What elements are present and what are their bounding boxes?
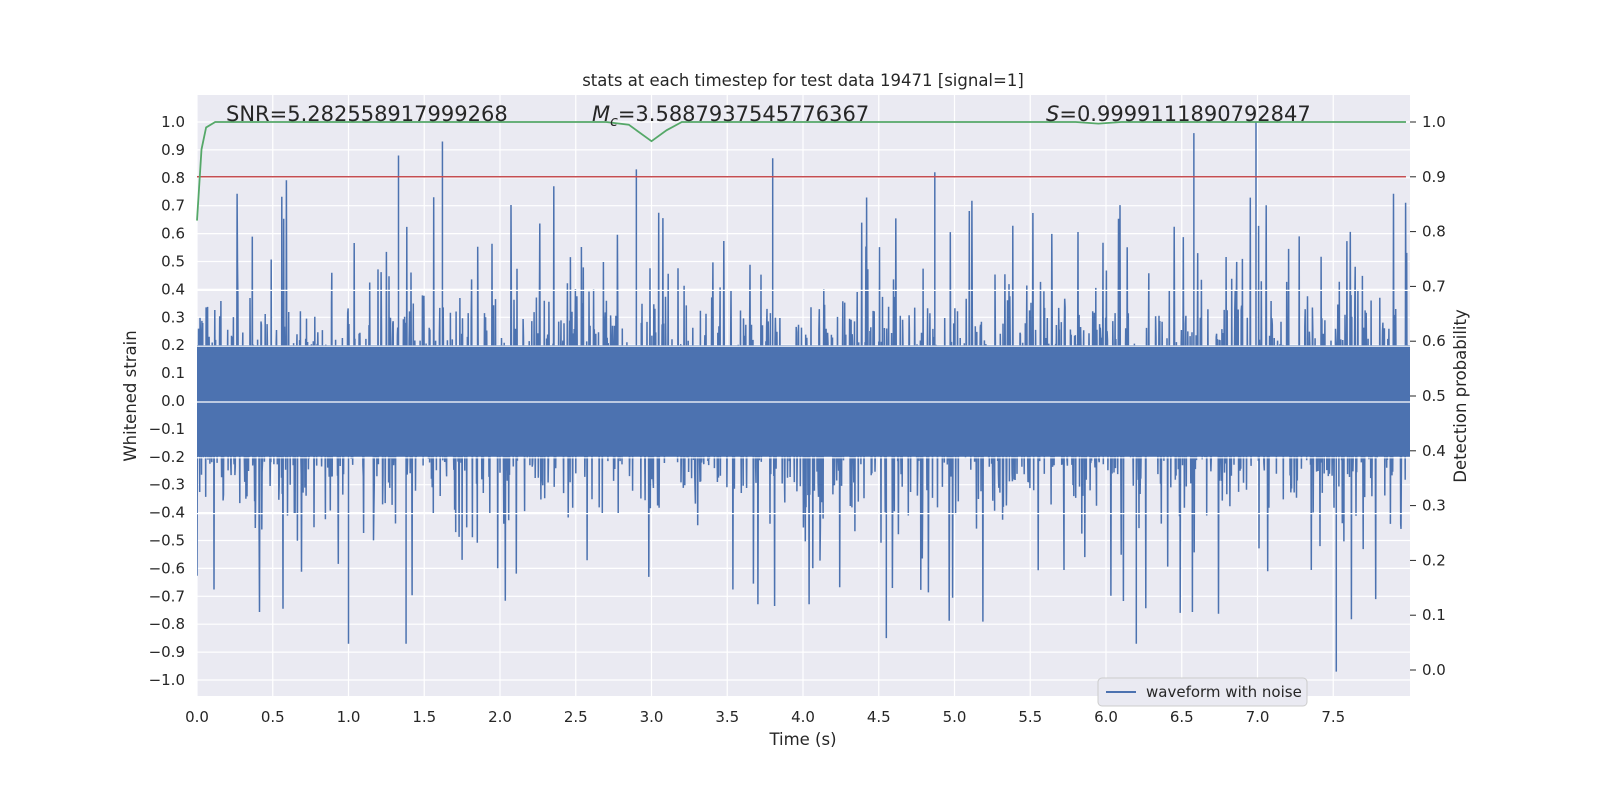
y2-axis-label: Detection probability — [1451, 309, 1470, 483]
y-tick-label: 0.3 — [161, 308, 185, 326]
x-tick-label: 2.0 — [488, 708, 512, 726]
y-tick-label: 0.4 — [161, 280, 185, 298]
y2-tick-label: 0.5 — [1422, 387, 1446, 405]
y-tick-label: −1.0 — [149, 671, 185, 689]
y-tick-label: 0.9 — [161, 141, 185, 159]
y2-tick-label: 0.4 — [1422, 442, 1446, 460]
chirp-mass-annotation: Mc=3.5887937545776367 — [592, 102, 869, 130]
x-tick-label: 0.5 — [261, 708, 285, 726]
y-tick-label: −0.5 — [149, 532, 185, 550]
legend: waveform with noise — [1097, 677, 1308, 707]
x-tick-label: 6.0 — [1094, 708, 1118, 726]
y2-tick-label: 0.7 — [1422, 277, 1446, 295]
x-tick-label: 1.0 — [337, 708, 361, 726]
y2-tick-label: 0.6 — [1422, 332, 1446, 350]
x-tick-label: 2.5 — [564, 708, 588, 726]
chart-title: stats at each timestep for test data 194… — [582, 71, 1024, 90]
legend-box — [1097, 677, 1308, 707]
snr-annotation: SNR=5.282558917999268 — [226, 102, 508, 126]
y2-tick-label: 0.8 — [1422, 223, 1446, 241]
mc-value: =3.5887937545776367 — [618, 102, 869, 126]
y2-tick-label: 0.0 — [1422, 661, 1446, 679]
x-tick-label: 5.5 — [1018, 708, 1042, 726]
y-tick-label: 0.2 — [161, 336, 185, 354]
y2-tick-label: 0.1 — [1422, 606, 1446, 624]
y-tick-label: 1.0 — [161, 113, 185, 131]
s-annotation: S=0.9999111890792847 — [1046, 102, 1311, 126]
s-symbol: S — [1046, 102, 1059, 126]
x-tick-label: 3.0 — [640, 708, 664, 726]
y-tick-label: −0.6 — [149, 559, 185, 577]
y-tick-label: −0.7 — [149, 587, 185, 605]
y-tick-label: 0.6 — [161, 225, 185, 243]
x-tick-label: 4.0 — [791, 708, 815, 726]
y2-tick-label: 0.3 — [1422, 497, 1446, 515]
y-tick-label: −0.3 — [149, 476, 185, 494]
y-tick-label: −0.2 — [149, 448, 185, 466]
probability-path — [196, 121, 1406, 221]
y-tick-label: 0.7 — [161, 197, 185, 215]
y-tick-label: 0.8 — [161, 169, 185, 187]
y-tick-label: −0.4 — [149, 504, 185, 522]
mc-subscript: c — [610, 114, 618, 130]
x-tick-label: 5.0 — [943, 708, 967, 726]
x-tick-label: 6.5 — [1170, 708, 1194, 726]
y-axis-label: Whitened strain — [121, 330, 140, 461]
y-tick-label: 0.5 — [161, 253, 185, 271]
y-tick-label: −0.8 — [149, 615, 185, 633]
x-tick-label: 7.0 — [1246, 708, 1270, 726]
x-axis-label: Time (s) — [768, 730, 836, 749]
y2-tick-label: 0.2 — [1422, 551, 1446, 569]
mc-symbol: M — [592, 102, 610, 126]
legend-label-waveform: waveform with noise — [1146, 683, 1302, 701]
x-tick-label: 7.5 — [1321, 708, 1345, 726]
y2-tick-label: 0.9 — [1422, 168, 1446, 186]
x-tick-label: 4.5 — [867, 708, 891, 726]
y2-tick-label: 1.0 — [1422, 113, 1446, 131]
x-tick-label: 0.0 — [185, 708, 209, 726]
y-tick-label: −0.9 — [149, 643, 185, 661]
waveform-series — [197, 122, 1410, 672]
y-tick-label: 0.1 — [161, 364, 185, 382]
s-value: =0.9999111890792847 — [1059, 102, 1310, 126]
x-tick-label: 3.5 — [715, 708, 739, 726]
waveform-core — [197, 345, 1410, 457]
y-tick-label: 0.0 — [161, 392, 185, 410]
y-tick-label: −0.1 — [149, 420, 185, 438]
detection-probability-line — [196, 121, 1406, 221]
axis-ticks: 0.0 0.5 1.0 1.5 2.0 2.5 3.0 3.5 4.0 4.5 5.0 5.5 6.0 6… — [149, 113, 1446, 726]
x-tick-label: 1.5 — [412, 708, 436, 726]
